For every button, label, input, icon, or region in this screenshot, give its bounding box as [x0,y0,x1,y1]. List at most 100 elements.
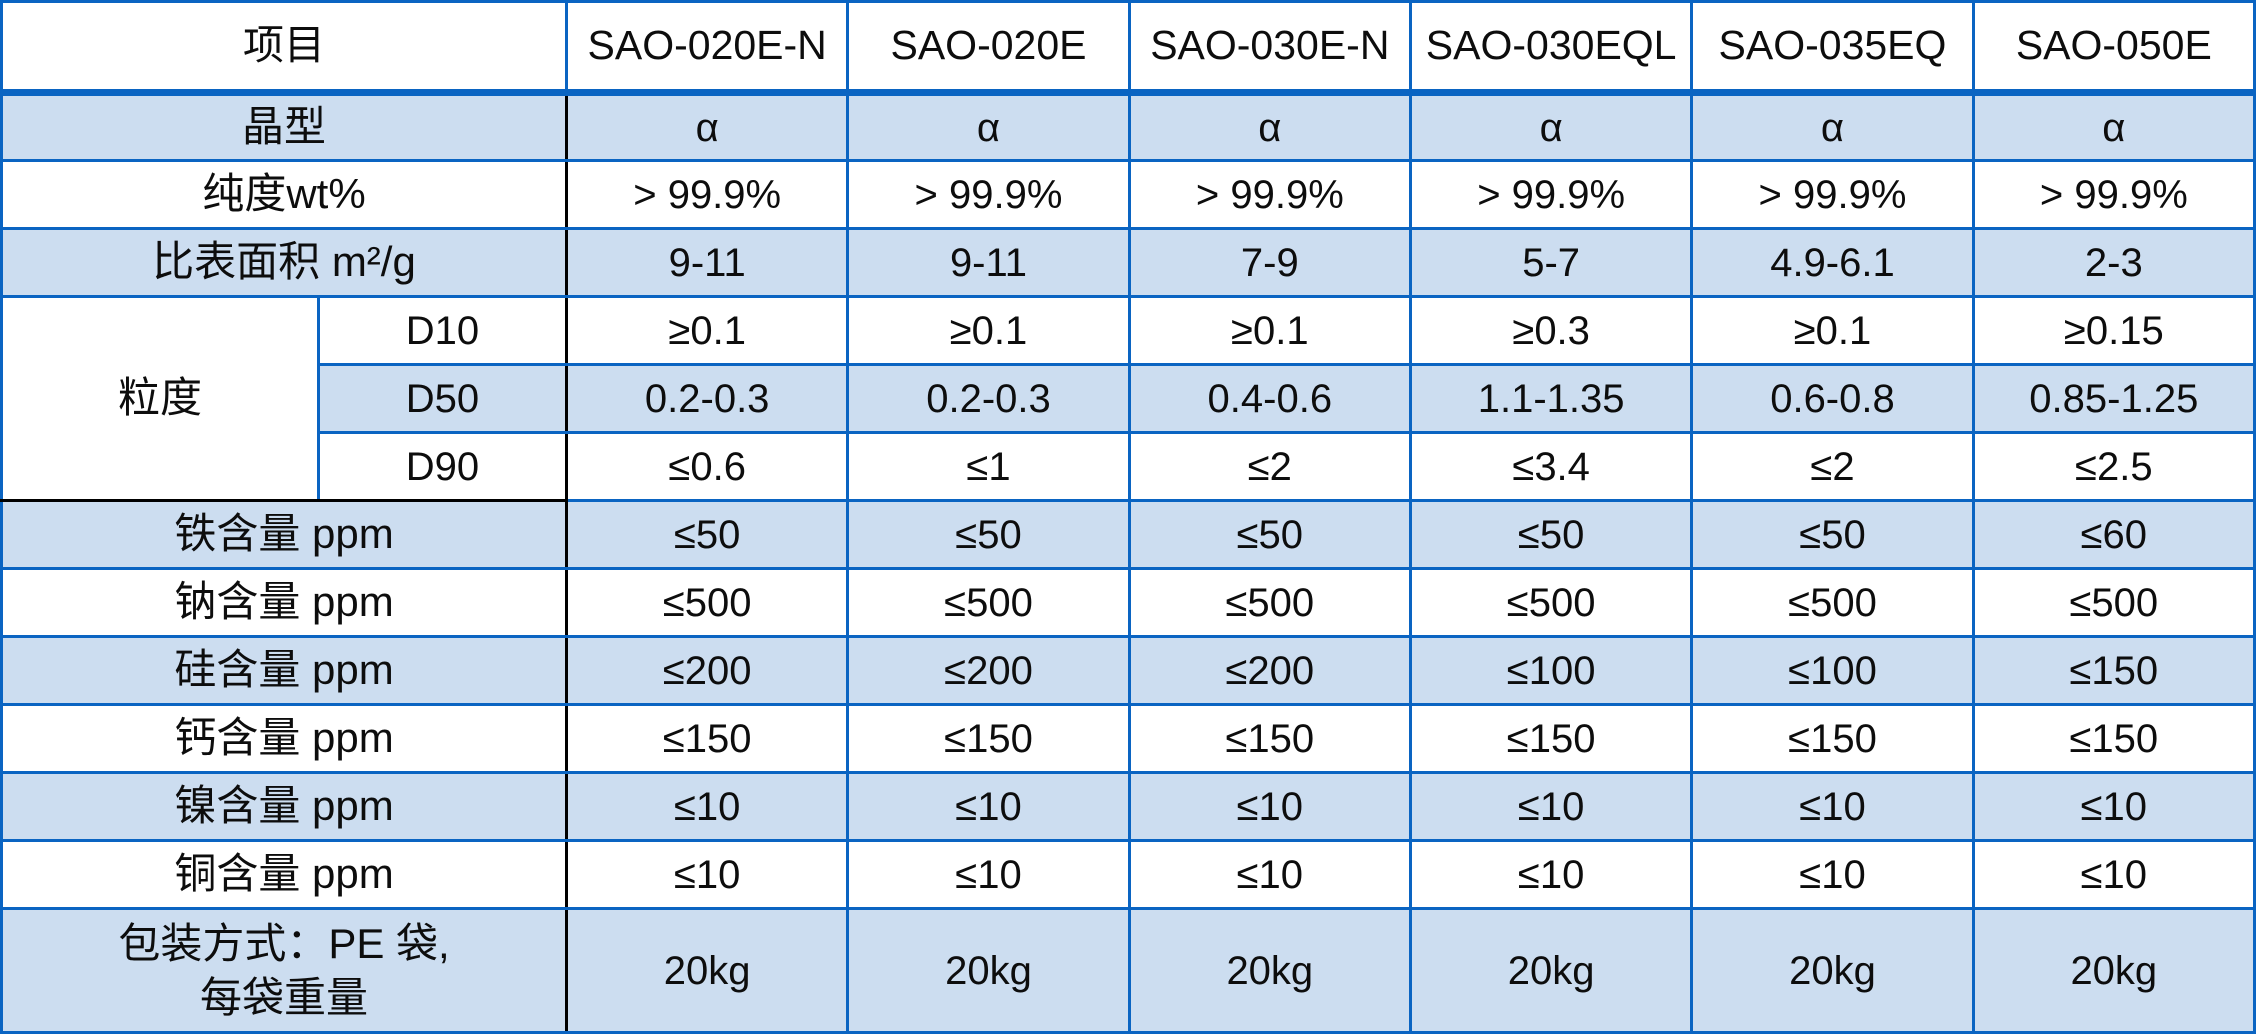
value-cell: α [564,91,850,162]
value-cell: 7-9 [1127,227,1412,298]
value-cell: ≤0.6 [564,431,850,502]
value-cell: ≤10 [1971,839,2256,910]
value-cell: α [1127,91,1412,162]
value-cell: 20kg [1408,907,1694,1034]
column-header-sao-020e-n: SAO-020E-N [564,0,850,96]
column-header-sao-030eql: SAO-030EQL [1408,0,1694,96]
value-cell: ≥0.3 [1408,295,1694,366]
value-cell: 20kg [1971,907,2256,1034]
value-cell: ≤10 [1690,771,1975,842]
value-cell: ≤10 [846,839,1131,910]
table-row-surface-area: 比表面积 m²/g 9-11 9-11 7-9 5-7 4.9-6.1 2-3 [0,227,2256,298]
row-label-d50: D50 [317,363,568,434]
row-label-d90: D90 [317,431,568,502]
value-cell: > 99.9% [1690,159,1975,230]
value-cell: ≤2 [1127,431,1412,502]
packaging-label-line1: 包装方式：PE 袋, [118,919,450,967]
value-cell: ≤10 [1408,771,1694,842]
value-cell: > 99.9% [564,159,850,230]
value-cell: ≤10 [1127,839,1412,910]
value-cell: > 99.9% [846,159,1131,230]
value-cell: ≤50 [1127,499,1412,570]
table-row-d90: D90 ≤0.6 ≤1 ≤2 ≤3.4 ≤2 ≤2.5 [2,431,2256,502]
table-row-d50: D50 0.2-0.3 0.2-0.3 0.4-0.6 1.1-1.35 0.6… [2,363,2256,434]
value-cell: 4.9-6.1 [1690,227,1975,298]
value-cell: 20kg [1690,907,1975,1034]
value-cell: ≤10 [1127,771,1412,842]
value-cell: ≤2 [1690,431,1975,502]
table-row-calcium-content: 钙含量 ppm ≤150 ≤150 ≤150 ≤150 ≤150 ≤150 [0,703,2256,774]
value-cell: ≤150 [1971,635,2256,706]
value-cell: ≥0.15 [1971,295,2256,366]
value-cell: ≤100 [1690,635,1975,706]
row-label-purity: 纯度wt% [0,159,568,230]
row-label-iron-content: 铁含量 ppm [0,499,568,570]
column-header-sao-050e: SAO-050E [1971,0,2256,96]
value-cell: ≤150 [1971,703,2256,774]
value-cell: 9-11 [564,227,850,298]
value-cell: ≤3.4 [1408,431,1694,502]
packaging-label-line2: 每袋重量 [199,973,368,1021]
column-header-sao-030e-n: SAO-030E-N [1127,0,1412,96]
row-label-crystal-type: 晶型 [0,91,568,162]
value-cell: ≥0.1 [564,295,850,366]
value-cell: ≤500 [564,567,850,638]
value-cell: ≤50 [1408,499,1694,570]
value-cell: ≤50 [1690,499,1975,570]
value-cell: ≤200 [564,635,850,706]
row-label-packaging: 包装方式：PE 袋, 每袋重量 [0,907,568,1034]
value-cell: ≤150 [1690,703,1975,774]
table-header-row: 项目 SAO-020E-N SAO-020E SAO-030E-N SAO-03… [0,0,2256,96]
value-cell: > 99.9% [1971,159,2256,230]
value-cell: > 99.9% [1127,159,1412,230]
value-cell: ≤10 [846,771,1131,842]
value-cell: ≤150 [1408,703,1694,774]
value-cell: ≤500 [1408,567,1694,638]
value-cell: ≤2.5 [1971,431,2256,502]
value-cell: ≤100 [1408,635,1694,706]
value-cell: ≥0.1 [1127,295,1412,366]
value-cell: ≤500 [846,567,1131,638]
column-header-sao-035eq: SAO-035EQ [1690,0,1975,96]
value-cell: ≥0.1 [1690,295,1975,366]
value-cell: 9-11 [846,227,1131,298]
header-item: 项目 [0,0,568,96]
row-label-sodium-content: 钠含量 ppm [0,567,568,638]
table-row-silicon-content: 硅含量 ppm ≤200 ≤200 ≤200 ≤100 ≤100 ≤150 [0,635,2256,706]
table-row-purity: 纯度wt% > 99.9% > 99.9% > 99.9% > 99.9% > … [0,159,2256,230]
row-label-nickel-content: 镍含量 ppm [0,771,568,842]
particle-size-group-label: 粒度 [0,295,320,502]
value-cell: ≤10 [1690,839,1975,910]
row-label-copper-content: 铜含量 ppm [0,839,568,910]
value-cell: α [1690,91,1975,162]
table-row-packaging: 包装方式：PE 袋, 每袋重量 20kg 20kg 20kg 20kg 20kg… [0,907,2256,1034]
value-cell: 0.6-0.8 [1690,363,1975,434]
row-label-calcium-content: 钙含量 ppm [0,703,568,774]
value-cell: ≤50 [846,499,1131,570]
table-row-sodium-content: 钠含量 ppm ≤500 ≤500 ≤500 ≤500 ≤500 ≤500 [0,567,2256,638]
table-row-nickel-content: 镍含量 ppm ≤10 ≤10 ≤10 ≤10 ≤10 ≤10 [0,771,2256,842]
value-cell: 20kg [1127,907,1412,1034]
row-label-surface-area: 比表面积 m²/g [0,227,568,298]
table-row-crystal-type: 晶型 α α α α α α [0,91,2256,162]
value-cell: ≤10 [564,771,850,842]
value-cell: ≤1 [846,431,1131,502]
value-cell: ≤500 [1690,567,1975,638]
value-cell: α [1408,91,1694,162]
value-cell: 0.2-0.3 [564,363,850,434]
row-label-d10: D10 [317,295,568,366]
column-header-sao-020e: SAO-020E [846,0,1131,96]
value-cell: 2-3 [1971,227,2256,298]
value-cell: ≤60 [1971,499,2256,570]
value-cell: ≤200 [846,635,1131,706]
value-cell: 20kg [846,907,1131,1034]
table-row-copper-content: 铜含量 ppm ≤10 ≤10 ≤10 ≤10 ≤10 ≤10 [0,839,2256,910]
value-cell: ≥0.1 [846,295,1131,366]
value-cell: ≤150 [846,703,1131,774]
value-cell: ≤10 [1408,839,1694,910]
table-row-iron-content: 铁含量 ppm ≤50 ≤50 ≤50 ≤50 ≤50 ≤60 [0,499,2256,570]
row-label-silicon-content: 硅含量 ppm [0,635,568,706]
value-cell: 0.4-0.6 [1127,363,1412,434]
value-cell: ≤150 [1127,703,1412,774]
